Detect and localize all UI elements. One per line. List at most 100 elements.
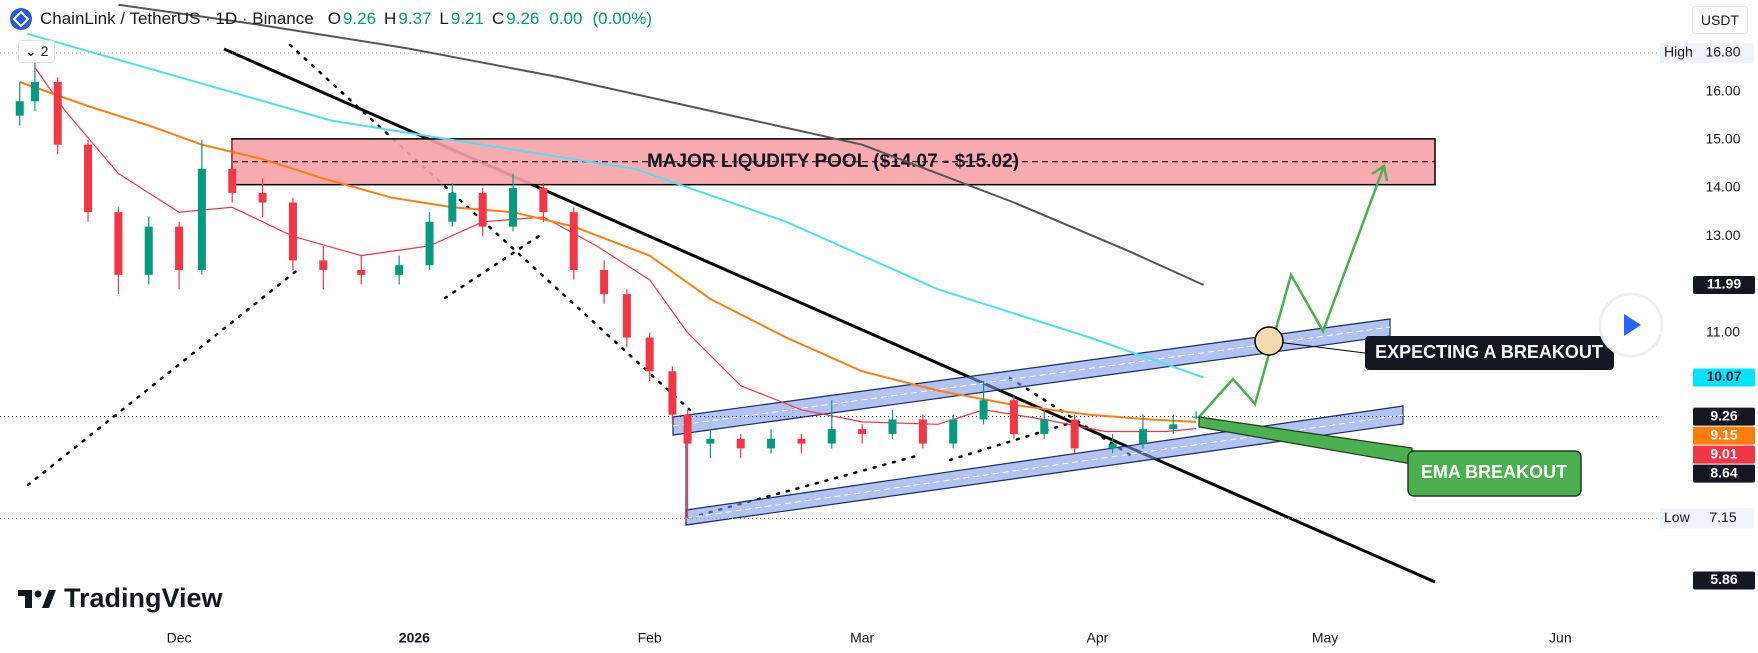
candle-body: [258, 192, 267, 203]
price-tag: [1693, 571, 1755, 590]
price-tag: [1693, 275, 1755, 294]
marker-bg: [1660, 43, 1754, 64]
candle-body: [1138, 429, 1147, 444]
channel-band: [685, 405, 1404, 526]
price-tag: [1693, 426, 1755, 445]
overlays: EXPECTING A BREAKOUT EMA BREAKOUT: [1198, 163, 1664, 497]
currency-button[interactable]: USDT: [1691, 6, 1748, 34]
ohlc: O 9.26 H 9.37 L 9.21 C 9.26: [328, 9, 546, 29]
candle-body: [622, 294, 631, 338]
price-tag-label: 5.86: [1710, 571, 1737, 587]
price-tag-label: 10.07: [1706, 368, 1741, 384]
zone-label: MAJOR LIQUDITY POOL ($14.07 - $15.02): [647, 151, 1019, 172]
indicator-toggle[interactable]: ⌄ 2: [18, 40, 56, 63]
price-axis: 16.00 15.00 14.00 13.00 11.00 High 16.80 Low 7.1…: [167, 43, 1755, 646]
x-tick-label: Dec: [167, 630, 192, 646]
brand: TradingView: [18, 583, 223, 614]
y-tick-label: 16.00: [1705, 82, 1740, 98]
price-tag: [1693, 407, 1755, 426]
ohlc-value: 9.21: [450, 9, 484, 28]
y-tick-label: 14.00: [1705, 179, 1740, 195]
candle-body: [1070, 419, 1079, 449]
drawings: MAJOR LIQUDITY POOL ($14.07 - $15.02): [26, 43, 1436, 584]
projection-arrow: [1198, 165, 1386, 418]
x-tick-label: Feb: [638, 630, 662, 646]
marks: [0, 3, 1659, 519]
dotted-line: [288, 43, 692, 412]
candle-body: [683, 414, 692, 444]
x-tick-label: Mar: [850, 630, 874, 646]
dotted-line: [948, 418, 1082, 462]
x-tick-label: May: [1312, 630, 1338, 646]
candle-body: [319, 260, 328, 271]
symbol: ChainLink / TetherUS · 1D · Binance: [40, 9, 314, 28]
callout-line: [1268, 340, 1366, 354]
ohlc-value: 9.26: [506, 9, 540, 28]
ohlc-label: H: [384, 9, 397, 28]
candle-body: [425, 221, 434, 266]
price-tag-label: 9.01: [1710, 445, 1737, 461]
y-tick-label: 11.00: [1706, 323, 1740, 339]
candle-body: [357, 270, 366, 275]
candle-body: [827, 429, 836, 444]
candle-body: [15, 101, 24, 116]
brand-icon: [18, 589, 56, 608]
candle-body: [668, 371, 677, 415]
symbol-icon: [10, 8, 32, 30]
moving-average: [27, 32, 1204, 379]
candle-body: [645, 337, 654, 372]
brand-name: TradingView: [64, 583, 223, 613]
candle-body: [569, 212, 578, 271]
change-pct: (0.00%): [592, 9, 652, 28]
candle-body: [144, 226, 153, 275]
candle-body: [53, 81, 62, 145]
x-tick-label: 2026: [399, 630, 430, 646]
breakout-point: [1254, 326, 1284, 356]
candle-body: [288, 202, 297, 261]
candle-body: [888, 419, 897, 434]
candle-body: [1108, 443, 1117, 449]
candle-body: [706, 438, 715, 444]
marker-price: 7.15: [1709, 509, 1736, 525]
marker-bg: [1660, 508, 1754, 529]
header: ChainLink / TetherUS · 1D · Binance O 9.2…: [10, 8, 658, 30]
change: 0.00: [549, 9, 583, 28]
candle-body: [30, 81, 39, 102]
candle-body: [509, 188, 518, 227]
annotation: EXPECTING A BREAKOUT: [1375, 342, 1603, 362]
ohlc-value: 9.26: [342, 9, 377, 28]
candle-body: [478, 192, 487, 227]
y-tick-label: 13.00: [1705, 227, 1740, 243]
price-tag: [1693, 464, 1755, 483]
x-tick-label: Jun: [1549, 630, 1572, 646]
ohlc-label: O: [327, 9, 341, 28]
arrow-head: [1371, 163, 1389, 182]
candle-body: [1169, 424, 1178, 430]
trend-line: [223, 47, 1436, 584]
candle-body: [1040, 419, 1049, 434]
dotted-line: [26, 266, 302, 487]
price-tag-label: 9.15: [1710, 426, 1737, 442]
candle-body: [175, 226, 184, 271]
candle-body: [395, 265, 404, 275]
dotted-line: [443, 230, 547, 300]
price-tag-label: 9.26: [1710, 407, 1737, 423]
candle-body: [197, 168, 206, 271]
x-tick-label: Apr: [1087, 630, 1109, 646]
annotation-box: [1407, 450, 1582, 497]
moving-average: [118, 3, 1205, 286]
annotation: EMA BREAKOUT: [1421, 462, 1567, 482]
indicator-count: 2: [40, 43, 49, 59]
dotted-line: [1008, 376, 1132, 457]
candle-body: [228, 168, 237, 193]
candle-body: [736, 438, 745, 449]
marker-text: High: [1664, 44, 1693, 60]
price-tag: [1693, 368, 1755, 387]
candle-body: [858, 429, 867, 434]
candle-body: [949, 419, 958, 444]
candle-body: [1009, 400, 1018, 434]
price-tag: [1693, 445, 1755, 464]
candle-body: [84, 144, 93, 213]
ohlc-label: L: [439, 9, 449, 28]
